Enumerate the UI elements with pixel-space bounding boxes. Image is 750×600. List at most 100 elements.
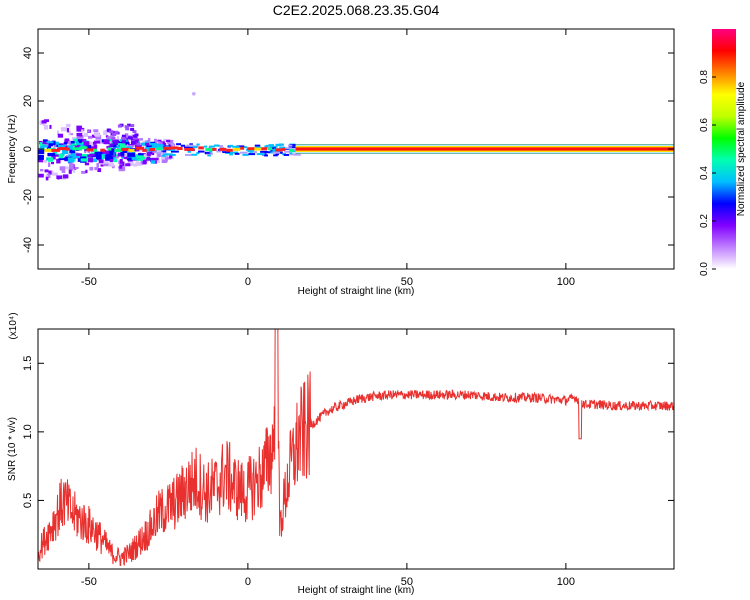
spectrogram-cell <box>57 144 66 150</box>
spectrogram-cell <box>117 141 123 144</box>
spectrogram-cell <box>131 155 138 160</box>
y-tick-label: -20 <box>22 189 34 205</box>
spectrogram-cell <box>128 136 133 140</box>
spectrogram-cell <box>84 162 90 166</box>
spectrogram-cell <box>234 152 240 155</box>
spectrogram-cell <box>260 150 268 153</box>
colorbar-tick-label: 0.0 <box>699 262 710 276</box>
spectrogram-cell <box>94 167 99 171</box>
spectrogram-cell <box>157 141 161 144</box>
spectrogram-x-axis: -50 0 50 100 <box>81 29 575 288</box>
spectrogram-cell <box>137 153 144 156</box>
spectrogram-cell <box>90 158 97 163</box>
spectrogram-cell <box>39 169 44 172</box>
spectrogram-cell <box>284 147 292 150</box>
spectrogram-cell <box>129 161 134 166</box>
spectrogram-cell <box>65 147 70 151</box>
spectrogram-cell <box>196 143 200 146</box>
spectrogram-cell <box>73 138 78 144</box>
spectrogram-cell <box>44 142 50 148</box>
spectrogram-cell <box>38 159 43 163</box>
spectrogram-cell <box>64 138 70 142</box>
spectrogram-cell <box>56 175 63 180</box>
spectrogram-cell <box>81 170 86 174</box>
spectrogram-cell <box>52 172 58 176</box>
spectrogram-cell <box>46 146 52 149</box>
spectrogram-cell <box>151 157 159 161</box>
spectrogram-cell <box>163 146 172 150</box>
spectrogram-cell <box>197 150 205 153</box>
spectrogram-cell <box>107 136 113 140</box>
spectrogram-cell <box>233 147 241 151</box>
spectrogram-cell <box>52 154 60 157</box>
spectrogram-cell <box>167 139 174 145</box>
spectrogram-cell <box>155 160 161 163</box>
spectrogram-cell <box>121 136 126 140</box>
spectrogram-cell <box>168 148 176 151</box>
spectrogram-cell <box>72 169 76 173</box>
spectrogram-cell <box>91 134 96 138</box>
spectrogram-cell <box>140 142 148 146</box>
colorbar-tick-label: 0.8 <box>699 70 710 84</box>
spectrogram-cell <box>189 146 198 149</box>
spectrogram-cell <box>46 141 54 144</box>
spectrogram-cell <box>162 153 170 156</box>
spectrogram-cell <box>163 148 166 152</box>
spectrogram-cell <box>48 141 54 147</box>
spectrogram-cell <box>146 158 150 161</box>
snr-marks <box>38 329 674 566</box>
spectrogram-cell <box>254 144 261 147</box>
x-tick-label: 50 <box>401 576 413 588</box>
spectrogram-cell <box>112 141 117 145</box>
spectrogram-cell <box>203 145 208 148</box>
spectrogram-cell <box>95 154 102 160</box>
spectrogram-cell <box>53 141 59 145</box>
spectrogram-cell <box>161 150 167 153</box>
spectrogram-cell <box>138 149 143 152</box>
spectrogram-cell <box>108 163 115 167</box>
spectrogram-cell <box>71 167 74 171</box>
spectrogram-cell <box>105 156 114 161</box>
x-tick-label: 100 <box>557 276 575 288</box>
spectrogram-cell <box>100 164 104 167</box>
spectrogram-cell <box>114 148 123 152</box>
spectrogram-cell <box>189 143 193 146</box>
spectrogram-cell <box>253 151 257 154</box>
spectrogram-cell <box>134 144 142 148</box>
snr-y-label: SNR (10 * v/v) <box>7 417 18 481</box>
spectrogram-cell <box>151 143 159 149</box>
spectrogram-cell <box>184 147 193 151</box>
spectrogram-cell <box>76 128 82 132</box>
y-tick-label: 0 <box>22 146 34 152</box>
spectrogram-cell <box>212 147 217 151</box>
spectrogram-cell <box>191 147 195 151</box>
spectrogram-cell <box>107 147 112 151</box>
spectrogram-cell <box>76 136 81 142</box>
spectrogram-cell <box>132 130 137 134</box>
spectrogram-cell <box>161 154 166 157</box>
spectrogram-cell <box>122 149 128 153</box>
spectrogram-cell <box>133 163 138 167</box>
spectrogram-cell <box>51 161 54 165</box>
colorbar-tick-label: 0.6 <box>699 118 710 132</box>
figure-title: C2E2.2025.068.23.35.G04 <box>273 2 440 18</box>
y-tick-label: -40 <box>22 237 34 253</box>
spectrogram-cell <box>232 145 239 148</box>
spectrogram-cell <box>69 163 74 169</box>
spectrogram-cell <box>62 174 69 179</box>
spectrogram-cell <box>288 144 293 147</box>
spectrogram-cell <box>38 154 44 160</box>
spectrogram-cell <box>155 151 164 154</box>
spectrogram-cell <box>93 129 99 133</box>
colorbar-tick-label: 0.4 <box>699 166 710 180</box>
spectrogram-cell <box>131 141 136 145</box>
spectrogram-cell <box>163 138 167 142</box>
y-tick-label: 0.5 <box>22 493 34 508</box>
spectrogram-cell <box>127 152 136 157</box>
spectrogram-cell <box>44 148 53 152</box>
spectrogram-cell <box>100 155 104 160</box>
spectrogram-cell <box>111 137 116 141</box>
spectrogram-y-label: Frequency (Hz) <box>7 115 18 184</box>
spectrogram-cell <box>209 150 213 153</box>
spectrogram-cell <box>130 124 135 128</box>
